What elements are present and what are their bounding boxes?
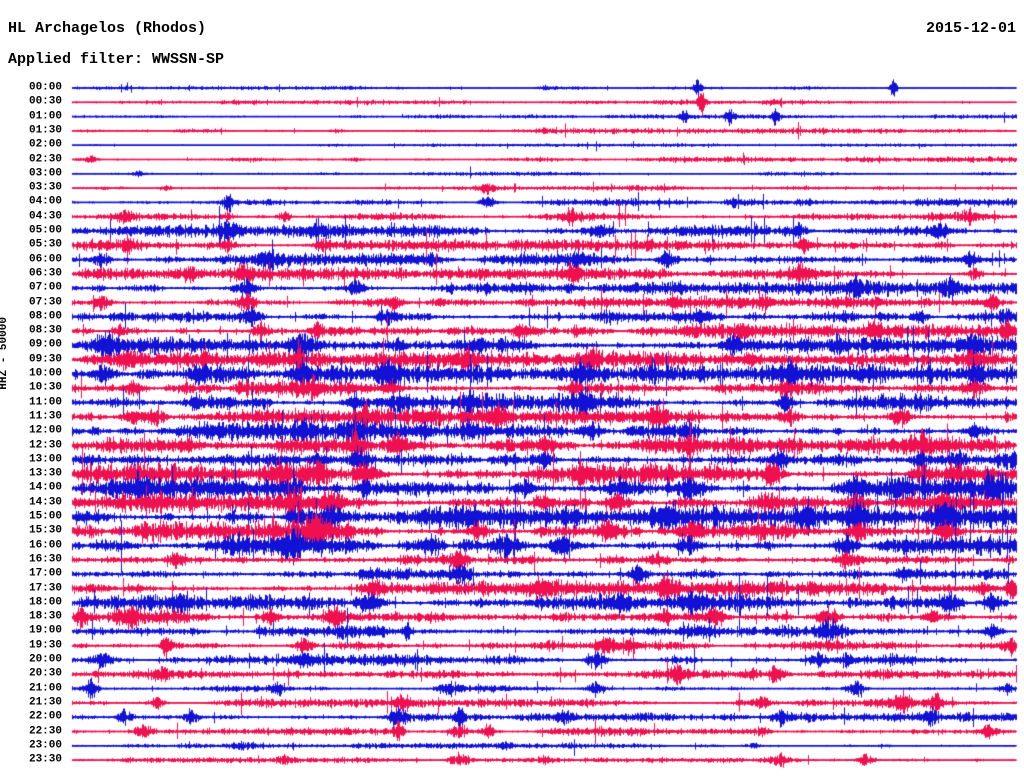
time-label-1530: 15:30 — [28, 524, 62, 537]
time-label-1730: 17:30 — [28, 582, 62, 595]
time-label-1300: 13:00 — [28, 453, 62, 466]
time-label-1330: 13:30 — [28, 467, 62, 480]
time-label-2300: 23:00 — [28, 739, 62, 752]
time-label-2200: 22:00 — [28, 710, 62, 723]
time-label-1200: 12:00 — [28, 424, 62, 437]
time-label-1000: 10:00 — [28, 367, 62, 380]
date-label: 2015-12-01 — [925, 20, 1016, 37]
time-label-0330: 03:30 — [28, 181, 62, 194]
time-label-1930: 19:30 — [28, 639, 62, 652]
time-label-2030: 20:30 — [28, 667, 62, 680]
time-label-1500: 15:00 — [28, 510, 62, 523]
time-label-1130: 11:30 — [28, 410, 62, 423]
time-label-0400: 04:00 — [28, 195, 62, 208]
time-label-0430: 04:30 — [28, 210, 62, 223]
time-label-2330: 23:30 — [28, 753, 62, 766]
time-label-1100: 11:00 — [28, 396, 62, 409]
time-label-0530: 05:30 — [28, 238, 62, 251]
time-label-1400: 14:00 — [28, 481, 62, 494]
time-label-0600: 06:00 — [28, 253, 62, 266]
time-label-0900: 09:00 — [28, 338, 62, 351]
time-label-2100: 21:00 — [28, 682, 62, 695]
time-label-0000: 00:00 — [28, 81, 62, 94]
time-label-0130: 01:30 — [28, 124, 62, 137]
time-label-0800: 08:00 — [28, 310, 62, 323]
time-label-0630: 06:30 — [28, 267, 62, 280]
station-title: HL Archagelos (Rhodos) — [8, 20, 207, 37]
time-label-0030: 00:30 — [28, 95, 62, 108]
time-label-1700: 17:00 — [28, 567, 62, 580]
time-label-1900: 19:00 — [28, 624, 62, 637]
time-label-0230: 02:30 — [28, 153, 62, 166]
time-label-0100: 01:00 — [28, 110, 62, 123]
applied-filter-label: Applied filter: WWSSN-SP — [8, 51, 225, 68]
time-label-2230: 22:30 — [28, 725, 62, 738]
time-label-1830: 18:30 — [28, 610, 62, 623]
time-label-1230: 12:30 — [28, 439, 62, 452]
time-label-0830: 08:30 — [28, 324, 62, 337]
time-label-2000: 20:00 — [28, 653, 62, 666]
time-label-0700: 07:00 — [28, 281, 62, 294]
time-label-1430: 14:30 — [28, 496, 62, 509]
time-label-1030: 10:30 — [28, 381, 62, 394]
time-label-0730: 07:30 — [28, 296, 62, 309]
time-label-0200: 02:00 — [28, 138, 62, 151]
time-label-0930: 09:30 — [28, 353, 62, 366]
time-label-0300: 03:00 — [28, 167, 62, 180]
time-label-1600: 16:00 — [28, 539, 62, 552]
time-label-1800: 18:00 — [28, 596, 62, 609]
time-label-0500: 05:00 — [28, 224, 62, 237]
time-label-2130: 21:30 — [28, 696, 62, 709]
time-label-1630: 16:30 — [28, 553, 62, 566]
